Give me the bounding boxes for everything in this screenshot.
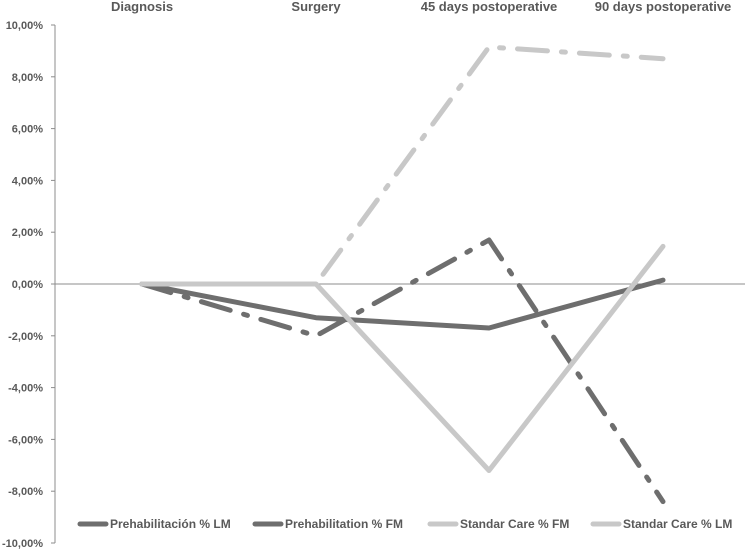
legend-label: Prehabilitation % FM xyxy=(285,517,403,531)
series-line-4 xyxy=(139,243,666,473)
y-tick-label: 8,00% xyxy=(12,72,43,84)
category-label: Surgery xyxy=(291,0,341,14)
series-line-2 xyxy=(139,237,666,505)
legend-label: Standar Care % LM xyxy=(623,517,732,531)
category-label: 90 days postoperative xyxy=(595,0,732,14)
series-line-3 xyxy=(139,44,666,287)
category-label: 45 days postoperative xyxy=(421,0,558,14)
legend-label: Standar Care % FM xyxy=(460,517,569,531)
y-tick-label: 10,00% xyxy=(6,20,44,32)
series-lines xyxy=(139,44,666,505)
category-labels: Diagnosis Surgery 45 days postoperative 90 … xyxy=(111,0,731,14)
y-tick-label: -10,00% xyxy=(2,538,43,550)
series-line-1 xyxy=(139,277,666,331)
y-tick-label: -8,00% xyxy=(8,486,43,498)
y-tick-label: -2,00% xyxy=(8,331,43,343)
category-label: Diagnosis xyxy=(111,0,173,14)
y-tick-label: 0,00% xyxy=(12,279,43,291)
legend-label: Prehabilitación % LM xyxy=(110,517,231,531)
legend: Prehabilitación % LM Prehabilitation % FM… xyxy=(77,517,732,531)
y-tick-label: 4,00% xyxy=(12,175,43,187)
y-axis: 10,00% 8,00% 6,00% 4,00% 2,00% 0,00% -2,00% -4,… xyxy=(2,20,56,550)
y-tick-label: 2,00% xyxy=(12,227,43,239)
y-tick-label: -6,00% xyxy=(8,434,43,446)
y-tick-label: -4,00% xyxy=(8,383,43,395)
y-tick-label: 6,00% xyxy=(12,124,43,136)
